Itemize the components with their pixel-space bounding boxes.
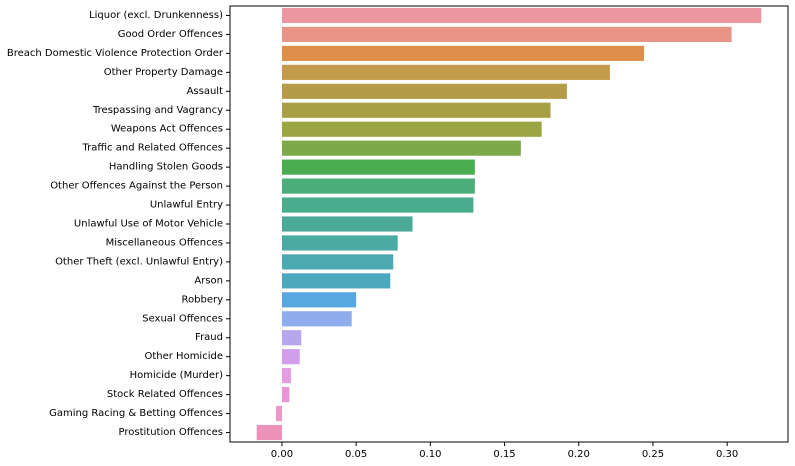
bar-other-homicide [281, 349, 300, 365]
bar-trespassing-and-vagrancy [281, 102, 551, 118]
bar-gaming-racing-betting-offences [276, 405, 282, 422]
y-tick-label: Fraud [195, 332, 223, 343]
bar-homicide-murder [281, 368, 291, 384]
y-tick-label: Breach Domestic Violence Protection Orde… [7, 48, 224, 59]
bar-other-offences-against-the-person [281, 178, 475, 194]
bar-weapons-act-offences [281, 121, 542, 137]
plot-frame [229, 5, 789, 443]
bar-miscellaneous-offences [281, 235, 398, 251]
x-tick-label: 0.00 [271, 449, 293, 460]
y-tick-label: Other Homicide [144, 351, 223, 362]
y-tick-label: Trespassing and Vagrancy [92, 105, 223, 116]
bar-arson [281, 273, 391, 289]
y-tick-label: Arson [194, 275, 223, 286]
bars-group [256, 7, 762, 441]
y-tick-label: Prostitution Offences [119, 427, 223, 438]
y-tick-label: Gaming Racing & Betting Offences [49, 408, 223, 419]
y-tick-label: Stock Related Offences [107, 389, 223, 400]
bar-handling-stolen-goods [281, 159, 475, 175]
x-tick-label: 0.30 [716, 449, 738, 460]
bar-prostitution-offences [256, 424, 282, 441]
y-tick-label: Miscellaneous Offences [106, 237, 223, 248]
x-tick-label: 0.15 [493, 449, 515, 460]
y-tick-label: Homicide (Murder) [130, 370, 224, 381]
bar-other-theft-excl-unlawful-entry [281, 254, 394, 270]
y-tick-label: Other Theft (excl. Unlawful Entry) [55, 256, 223, 267]
y-tick-label: Unlawful Entry [150, 200, 223, 211]
bar-stock-related-offences [281, 387, 290, 403]
y-tick-label: Good Order Offences [118, 29, 223, 40]
x-tick-label: 0.20 [568, 449, 590, 460]
bar-assault [281, 83, 567, 99]
y-tick-label: Weapons Act Offences [111, 124, 223, 135]
x-ticks: 0.00 0.05 0.10 0.15 0.20 0.25 0.30 [271, 442, 738, 460]
bar-unlawful-use-of-motor-vehicle [281, 216, 413, 232]
bar-other-property-damage [281, 64, 610, 80]
y-tick-label: Traffic and Related Offences [82, 143, 223, 154]
bar-robbery [281, 292, 357, 308]
x-tick-label: 0.25 [642, 449, 664, 460]
bar-good-order-offences [281, 26, 732, 43]
y-tick-label: Unlawful Use of Motor Vehicle [74, 219, 223, 230]
bar-traffic-and-related-offences [281, 140, 521, 156]
y-tick-label: Handling Stolen Goods [109, 162, 223, 173]
y-tick-label: Sexual Offences [142, 313, 223, 324]
x-tick-label: 0.05 [345, 449, 367, 460]
bar-fraud [281, 330, 302, 346]
bar-liquor-excl-drunkenness [281, 7, 762, 24]
bar-sexual-offences [281, 311, 352, 327]
y-tick-label: Liquor (excl. Drunkenness) [89, 10, 223, 21]
x-tick-label: 0.10 [419, 449, 441, 460]
axes-frame [229, 5, 789, 443]
y-tick-label: Robbery [182, 294, 224, 305]
y-tick-label: Other Property Damage [104, 67, 223, 78]
y-tick-labels: Liquor (excl. Drunkenness) Good Order Off… [7, 10, 230, 438]
y-tick-label: Other Offences Against the Person [50, 181, 223, 192]
bar-unlawful-entry [281, 197, 474, 213]
y-tick-label: Assault [187, 86, 224, 97]
bar-breach-domestic-violence-protection-order [281, 45, 645, 61]
